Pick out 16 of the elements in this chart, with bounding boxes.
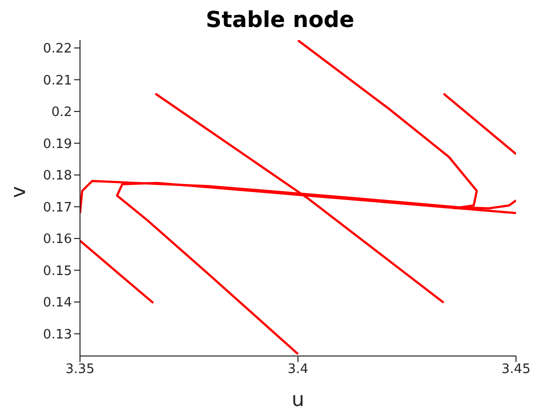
y-tick-label: 0.18	[43, 168, 72, 184]
chart-title: Stable node	[204, 8, 356, 35]
y-tick-label: 0.19	[43, 136, 72, 152]
y-tick-label: 0.15	[43, 264, 72, 279]
x-tick-label: 3.45	[502, 362, 530, 378]
y-tick-label: 0.2	[51, 105, 72, 120]
y-axis-title: v	[6, 186, 30, 198]
y-tick-label: 0.14	[43, 296, 72, 311]
x-tick-label: 3.4	[288, 362, 308, 378]
x-tick-label: 3.35	[66, 362, 94, 378]
y-tick-label: 0.17	[43, 200, 72, 216]
x-axis-title: u	[292, 387, 304, 411]
y-tick-label: 0.16	[43, 232, 72, 248]
y-tick-label: 0.22	[43, 42, 72, 57]
y-tick-label: 0.21	[43, 73, 72, 88]
y-tick-label: 0.13	[43, 327, 72, 342]
